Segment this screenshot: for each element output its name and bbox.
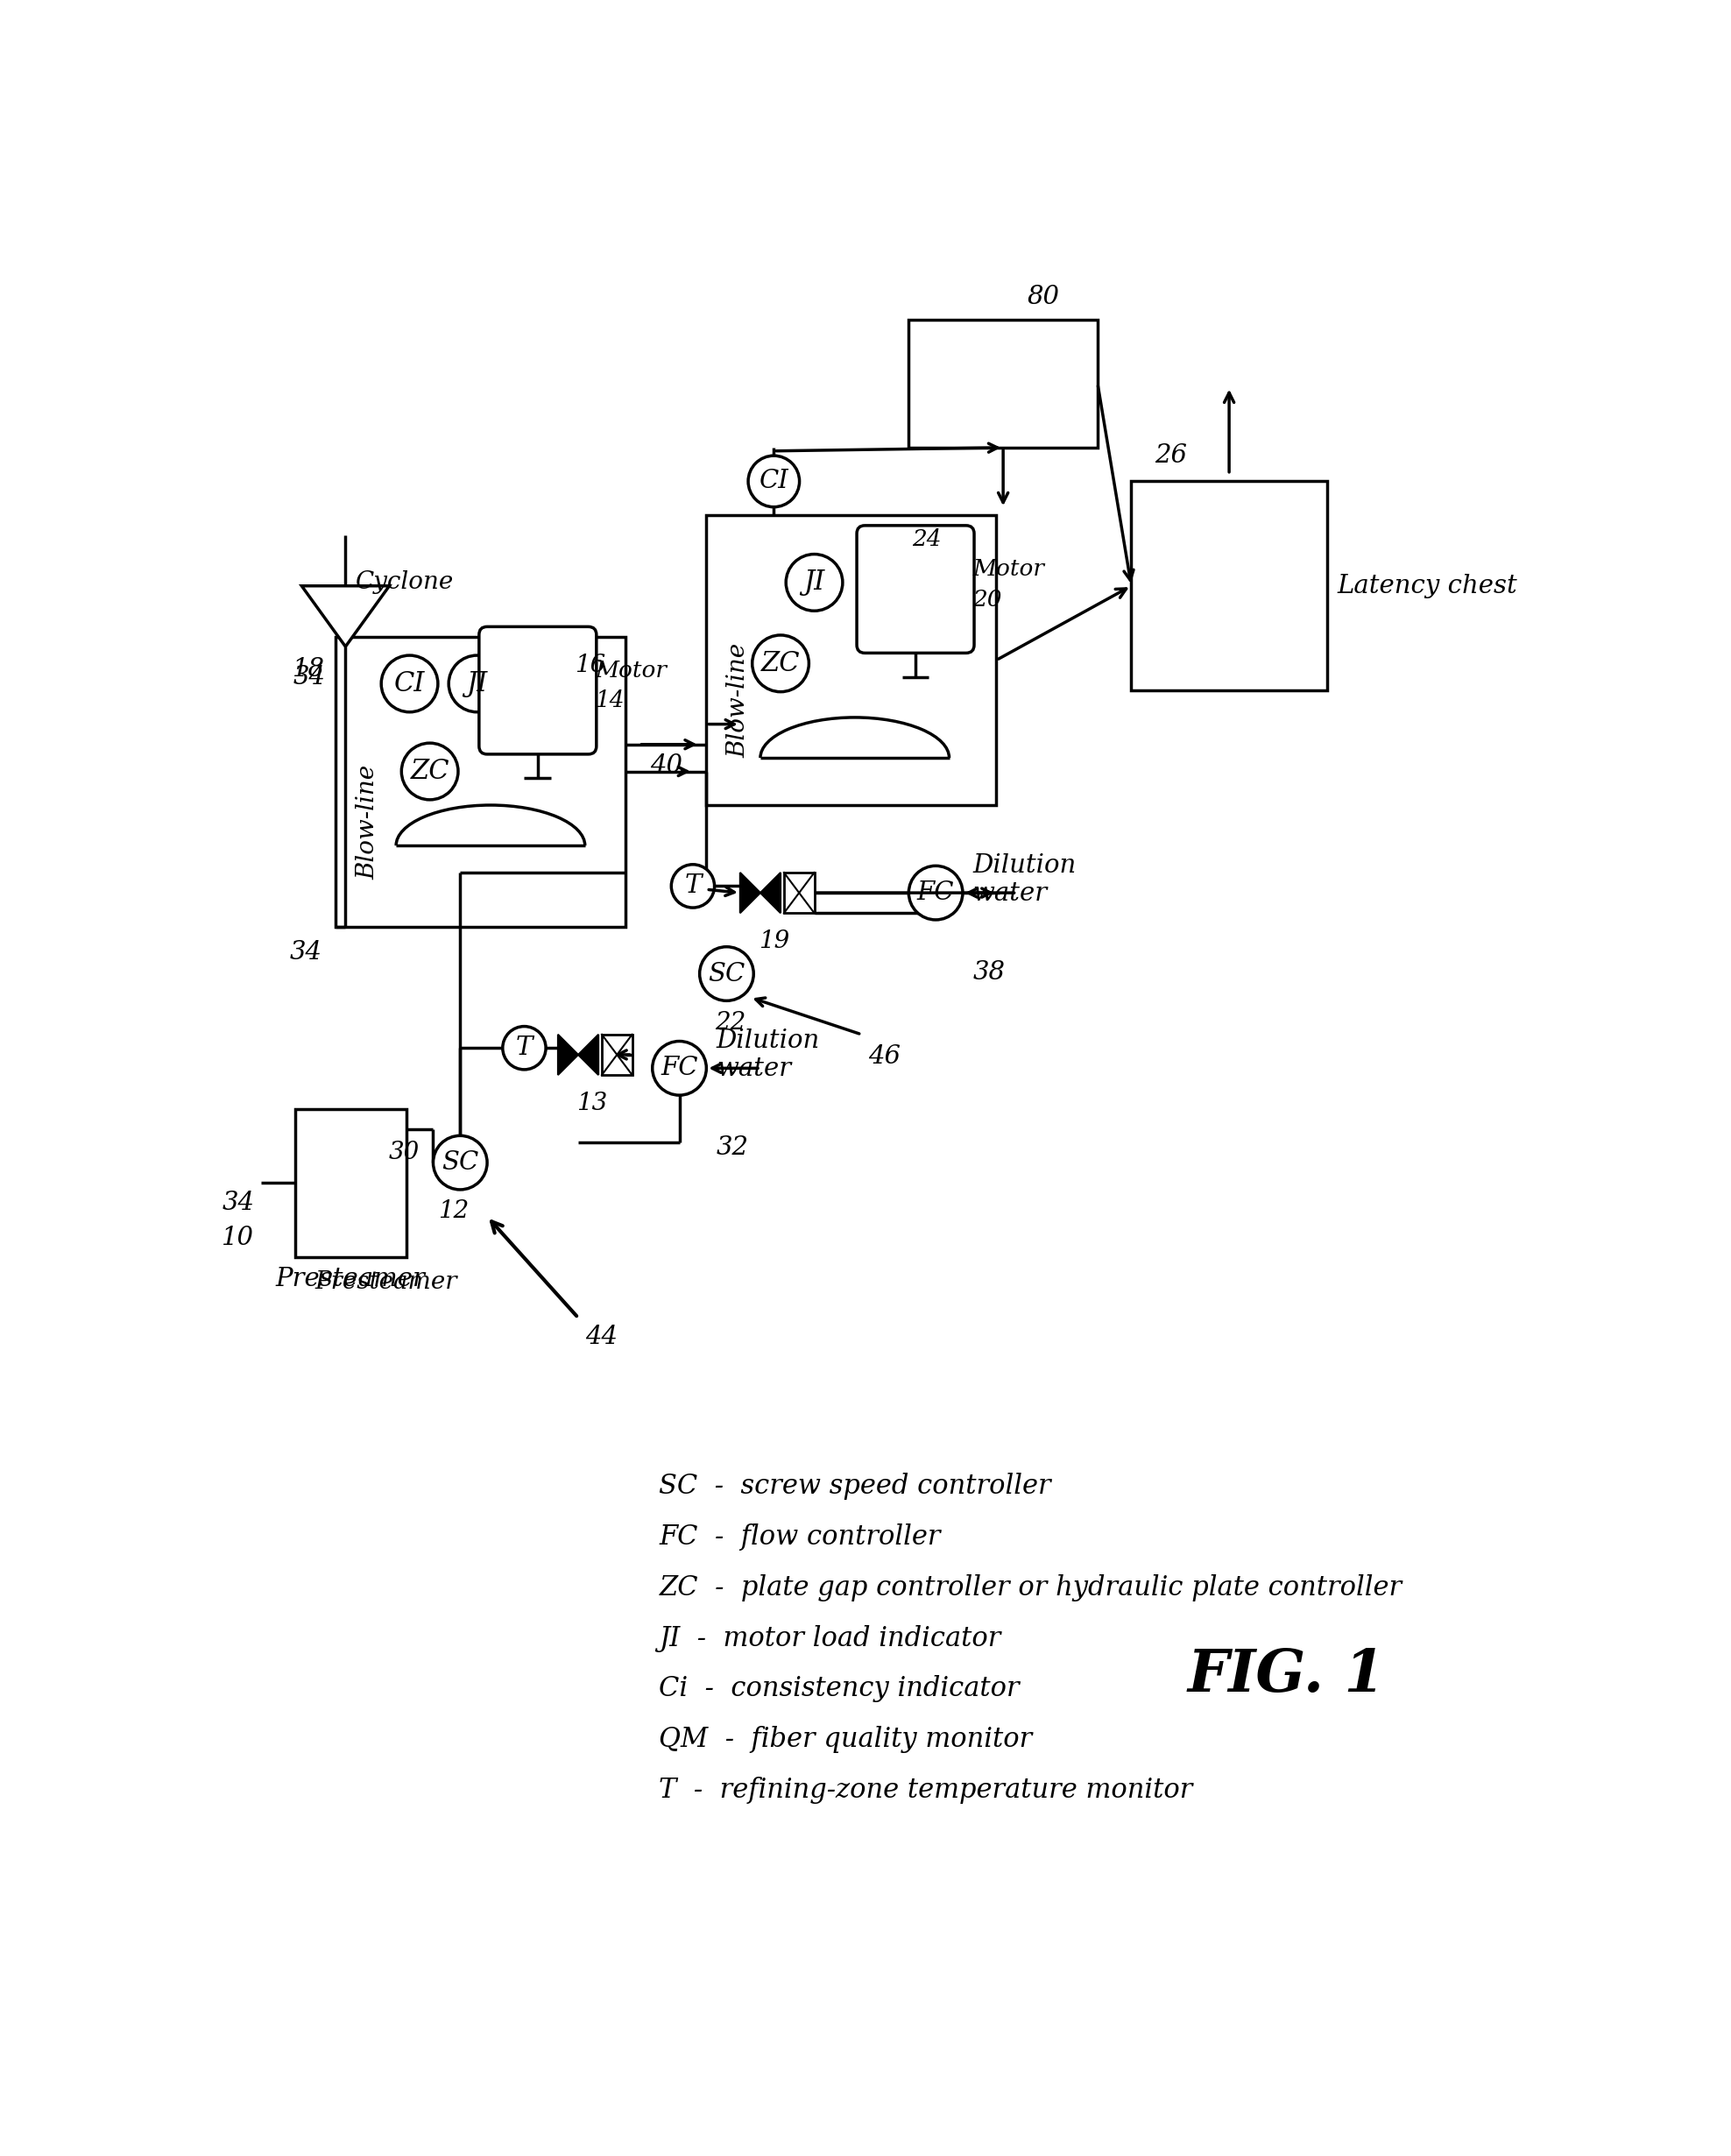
Text: 12: 12 bbox=[438, 1199, 469, 1222]
Text: 32: 32 bbox=[717, 1136, 750, 1160]
Polygon shape bbox=[760, 873, 781, 912]
Text: JI  -  motor load indicator: JI - motor load indicator bbox=[660, 1626, 1001, 1651]
Text: 19: 19 bbox=[758, 929, 789, 953]
Circle shape bbox=[381, 655, 438, 711]
Text: 38: 38 bbox=[973, 959, 1006, 985]
Circle shape bbox=[909, 867, 962, 921]
Text: QM  -  fiber quality monitor: QM - fiber quality monitor bbox=[660, 1727, 1033, 1753]
Text: JI: JI bbox=[803, 569, 826, 595]
Text: Presteamer: Presteamer bbox=[315, 1270, 457, 1294]
Bar bbox=[336, 636, 625, 927]
Text: 46: 46 bbox=[869, 1046, 900, 1069]
Text: 16: 16 bbox=[575, 653, 606, 677]
FancyBboxPatch shape bbox=[857, 526, 975, 653]
Circle shape bbox=[753, 636, 808, 692]
Text: 22: 22 bbox=[715, 1011, 746, 1035]
Text: FIG. 1: FIG. 1 bbox=[1187, 1647, 1385, 1703]
Text: FC  -  flow controller: FC - flow controller bbox=[660, 1524, 940, 1550]
Text: 44: 44 bbox=[585, 1324, 618, 1350]
Text: T: T bbox=[684, 873, 701, 899]
Circle shape bbox=[448, 655, 505, 711]
Text: 10: 10 bbox=[222, 1227, 254, 1250]
Circle shape bbox=[748, 455, 800, 507]
Bar bbox=[1132, 481, 1328, 690]
Text: 20: 20 bbox=[973, 589, 1002, 610]
Text: Blow-line: Blow-line bbox=[355, 765, 379, 880]
Polygon shape bbox=[301, 586, 389, 647]
Text: Ci  -  consistency indicator: Ci - consistency indicator bbox=[660, 1675, 1020, 1703]
Text: JI: JI bbox=[466, 671, 488, 696]
Bar bbox=[602, 1035, 632, 1076]
Text: SC: SC bbox=[441, 1151, 479, 1175]
Text: Motor: Motor bbox=[973, 558, 1044, 580]
Text: SC: SC bbox=[708, 962, 744, 985]
Text: 34: 34 bbox=[289, 940, 322, 964]
Bar bbox=[706, 515, 997, 804]
Text: Dilution
water: Dilution water bbox=[717, 1028, 820, 1080]
Text: 14: 14 bbox=[595, 690, 625, 711]
Text: 80: 80 bbox=[1028, 285, 1059, 308]
Text: Presteamer: Presteamer bbox=[275, 1268, 426, 1291]
Text: T: T bbox=[516, 1035, 533, 1061]
Circle shape bbox=[672, 865, 715, 908]
Text: ZC: ZC bbox=[410, 757, 450, 785]
Text: Blow-line: Blow-line bbox=[727, 642, 750, 759]
Text: Cyclone: Cyclone bbox=[355, 571, 454, 595]
Text: CI: CI bbox=[758, 470, 789, 494]
Text: 34: 34 bbox=[222, 1190, 254, 1216]
Text: T  -  refining-zone temperature monitor: T - refining-zone temperature monitor bbox=[660, 1777, 1193, 1805]
Text: 13: 13 bbox=[576, 1091, 608, 1115]
Text: 18: 18 bbox=[293, 658, 325, 681]
Circle shape bbox=[653, 1041, 706, 1095]
Text: Latency chest: Latency chest bbox=[1336, 573, 1518, 597]
Bar bbox=[909, 319, 1097, 448]
Text: SC  -  screw speed controller: SC - screw speed controller bbox=[660, 1473, 1051, 1501]
Text: ZC: ZC bbox=[762, 649, 800, 677]
Circle shape bbox=[786, 554, 843, 610]
Text: 34: 34 bbox=[293, 664, 325, 690]
Text: Motor: Motor bbox=[595, 660, 666, 681]
Text: 30: 30 bbox=[389, 1141, 419, 1164]
Text: CI: CI bbox=[395, 671, 426, 696]
Text: 40: 40 bbox=[649, 755, 682, 778]
Text: 26: 26 bbox=[1155, 444, 1187, 468]
Polygon shape bbox=[578, 1035, 599, 1076]
FancyBboxPatch shape bbox=[479, 627, 597, 755]
Circle shape bbox=[502, 1026, 545, 1069]
Text: ZC  -  plate gap controller or hydraulic plate controller: ZC - plate gap controller or hydraulic p… bbox=[660, 1574, 1402, 1602]
Polygon shape bbox=[741, 873, 760, 912]
Bar bbox=[784, 873, 814, 912]
Text: FC: FC bbox=[917, 880, 954, 906]
Text: FC: FC bbox=[661, 1056, 698, 1080]
Circle shape bbox=[433, 1136, 486, 1190]
Circle shape bbox=[699, 946, 753, 1000]
Polygon shape bbox=[557, 1035, 578, 1076]
Circle shape bbox=[402, 744, 459, 800]
Bar bbox=[294, 1108, 407, 1257]
Text: Dilution
water: Dilution water bbox=[973, 854, 1077, 906]
Text: 24: 24 bbox=[912, 528, 942, 550]
